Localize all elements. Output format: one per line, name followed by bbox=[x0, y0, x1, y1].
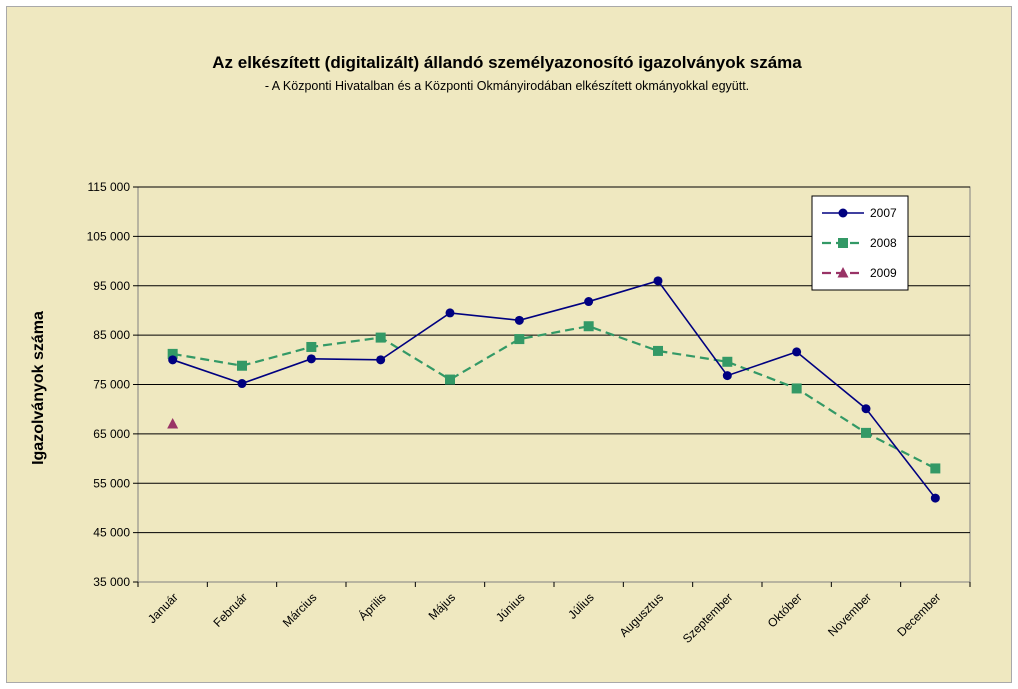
data-point-2009 bbox=[167, 418, 179, 429]
x-tick-label: Március bbox=[280, 590, 320, 630]
series-2007 bbox=[168, 276, 940, 503]
data-point-2008 bbox=[167, 348, 178, 359]
data-point-2007 bbox=[861, 404, 871, 414]
data-point-2007 bbox=[237, 379, 247, 389]
data-point-2008 bbox=[375, 332, 386, 343]
y-tick-label: 105 000 bbox=[87, 229, 131, 243]
legend-item-2009: 2009 bbox=[822, 266, 897, 280]
data-point-2007 bbox=[514, 315, 524, 325]
series-2008 bbox=[167, 321, 941, 474]
y-tick-label: 65 000 bbox=[93, 427, 130, 441]
x-tick-label: Július bbox=[565, 590, 597, 622]
data-point-2008 bbox=[583, 321, 594, 332]
x-tick-label: Április bbox=[355, 590, 389, 624]
series-line-2008 bbox=[172, 325, 936, 470]
y-tick-label: 35 000 bbox=[93, 575, 130, 589]
y-tick-label: 115 000 bbox=[88, 180, 131, 194]
x-tick-label: Október bbox=[765, 590, 805, 630]
series-2009 bbox=[167, 418, 179, 429]
x-tick-label: Augusztus bbox=[617, 590, 667, 640]
data-point-2007 bbox=[930, 493, 940, 503]
x-tick-label: December bbox=[894, 590, 943, 639]
x-tick-label: Szeptember bbox=[680, 590, 736, 646]
y-tick-label: 95 000 bbox=[93, 279, 130, 293]
y-axis-ticks: 35 000 45 000 55 000 65 000 75 000 85 000 95 0… bbox=[87, 180, 138, 589]
legend-marker bbox=[838, 238, 848, 248]
y-axis-label: Igazolványok száma bbox=[30, 311, 47, 465]
data-point-2007 bbox=[306, 354, 316, 364]
data-point-2007 bbox=[653, 276, 663, 286]
data-point-2008 bbox=[653, 345, 663, 356]
data-point-2008 bbox=[930, 463, 941, 474]
chart-subtitle: - A Központi Hivatalban és a Központi Ok… bbox=[265, 79, 749, 93]
series-line-2007 bbox=[172, 279, 936, 499]
legend: 2007 2008 2009 bbox=[811, 195, 909, 291]
data-point-2008 bbox=[445, 374, 455, 385]
legend-marker bbox=[837, 267, 849, 278]
series-lines bbox=[167, 276, 941, 503]
legend-label: 2007 bbox=[870, 206, 897, 220]
legend-item-2008: 2008 bbox=[822, 236, 897, 250]
line-chart: Az elkészített (digitalizált) állandó sz… bbox=[30, 53, 971, 646]
x-axis-ticks: Január Február Március Április Május Június Jú… bbox=[137, 582, 971, 646]
data-point-2008 bbox=[791, 383, 802, 394]
legend-item-2007: 2007 bbox=[822, 206, 897, 220]
legend-marker bbox=[838, 208, 848, 218]
y-tick-label: 75 000 bbox=[93, 378, 130, 392]
chart-area: Az elkészített (digitalizált) állandó sz… bbox=[6, 6, 1012, 683]
x-tick-label: Január bbox=[145, 590, 181, 626]
data-point-2008 bbox=[306, 341, 317, 352]
x-tick-label: Június bbox=[493, 590, 527, 624]
x-tick-label: Február bbox=[211, 590, 251, 630]
data-point-2007 bbox=[376, 355, 386, 365]
data-point-2008 bbox=[237, 360, 247, 371]
data-point-2008 bbox=[861, 427, 871, 438]
x-tick-label: Május bbox=[426, 590, 459, 623]
legend-label: 2009 bbox=[870, 266, 897, 280]
data-point-2007 bbox=[168, 355, 178, 365]
y-tick-label: 55 000 bbox=[93, 476, 130, 490]
data-point-2007 bbox=[445, 308, 455, 318]
data-point-2007 bbox=[722, 371, 732, 381]
y-tick-label: 85 000 bbox=[93, 328, 130, 342]
y-tick-label: 45 000 bbox=[93, 526, 130, 540]
chart-title: Az elkészített (digitalizált) állandó sz… bbox=[212, 53, 802, 72]
legend-label: 2008 bbox=[870, 236, 897, 250]
x-tick-label: November bbox=[825, 590, 874, 639]
data-point-2008 bbox=[722, 356, 733, 367]
data-point-2008 bbox=[514, 334, 525, 345]
data-point-2007 bbox=[792, 347, 802, 357]
data-point-2007 bbox=[584, 297, 594, 307]
